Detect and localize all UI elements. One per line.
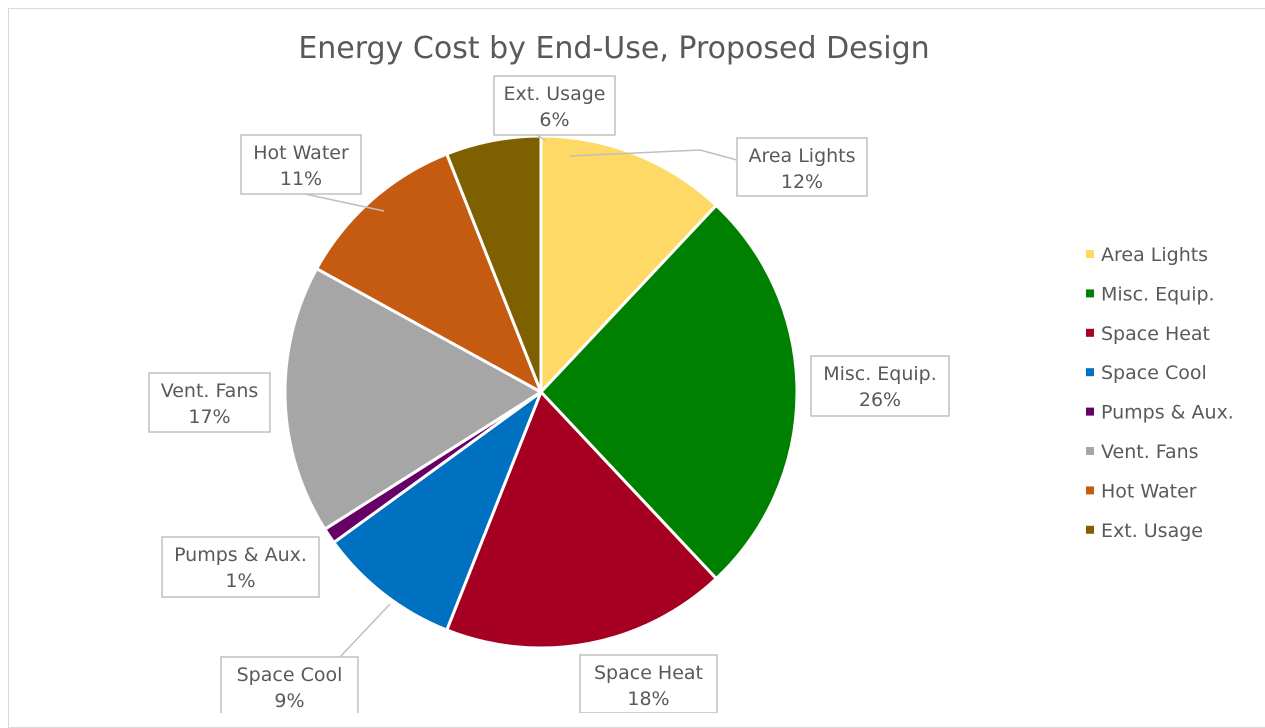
data-label-box — [148, 372, 271, 433]
legend-swatch — [1086, 250, 1094, 258]
legend-swatch — [1086, 447, 1094, 455]
data-label: Misc. Equip. 26% — [810, 355, 950, 417]
legend-label: Space Cool — [1101, 362, 1207, 384]
legend-item: Pumps & Aux. — [1086, 402, 1234, 424]
data-label: Space Cool 9% — [220, 656, 359, 713]
pie-chart: Energy Cost by End-Use, Proposed Design … — [148, 31, 1234, 713]
data-label-value: 9% — [274, 690, 304, 712]
legend-item: Hot Water — [1086, 480, 1197, 502]
legend-swatch — [1086, 407, 1094, 416]
data-label-category: Area Lights — [748, 145, 855, 167]
legend-label: Vent. Fans — [1101, 441, 1199, 463]
pie-slice-space-heat — [445, 390, 718, 650]
leader-line — [304, 193, 385, 212]
data-label-box — [810, 355, 950, 417]
data-label-category: Hot Water — [253, 142, 349, 164]
leader-line — [536, 134, 546, 141]
legend-item: Space Heat — [1086, 323, 1210, 345]
legend-label: Pumps & Aux. — [1101, 402, 1234, 424]
legend-swatch — [1086, 328, 1094, 337]
legend-item: Space Cool — [1086, 362, 1207, 384]
legend-label: Misc. Equip. — [1101, 283, 1215, 305]
legend-swatch — [1086, 289, 1094, 298]
data-label-box — [220, 656, 359, 713]
data-label-box — [493, 75, 616, 136]
pie-slice-hot-water — [315, 152, 543, 394]
legend-item: Vent. Fans — [1086, 441, 1199, 463]
legend-item: Ext. Usage — [1086, 520, 1203, 542]
chart-title: Energy Cost by End-Use, Proposed Design — [298, 31, 929, 66]
legend-swatch — [1086, 368, 1094, 377]
data-label-box — [161, 536, 320, 598]
legend-item: Area Lights — [1086, 244, 1208, 266]
data-label-value: 11% — [280, 168, 322, 190]
data-label-value: 26% — [859, 389, 901, 411]
data-label-category: Vent. Fans — [161, 380, 259, 402]
legend-label: Ext. Usage — [1101, 520, 1203, 542]
pie-slice-space-cool — [332, 390, 543, 632]
pie-slice-vent-fans — [283, 267, 543, 531]
data-label-box — [579, 654, 718, 713]
data-label-value: 17% — [188, 406, 230, 428]
data-label-category: Misc. Equip. — [823, 363, 937, 385]
data-label-category: Pumps & Aux. — [174, 544, 307, 566]
data-label-box — [240, 134, 362, 195]
data-label: Pumps & Aux. 1% — [161, 536, 320, 598]
data-label-value: 1% — [225, 570, 255, 592]
data-label: Vent. Fans 17% — [148, 372, 271, 433]
data-label: Hot Water 11% — [240, 134, 362, 195]
data-label-value: 18% — [627, 688, 669, 710]
data-label-box — [736, 137, 868, 197]
data-label: Space Heat 18% — [579, 654, 718, 713]
legend-item: Misc. Equip. — [1086, 283, 1215, 305]
legend-swatch — [1086, 525, 1094, 534]
data-label-category: Space Cool — [237, 664, 343, 686]
data-label-value: 6% — [539, 109, 569, 131]
pie-slice-misc-equip — [539, 203, 799, 581]
legend-swatch — [1086, 486, 1094, 495]
leader-line — [569, 149, 738, 161]
data-label-category: Space Heat — [594, 662, 703, 684]
pie-slices — [283, 134, 799, 650]
data-labels: Area Lights 12% Misc. Equip. 26% Space Heat 1… — [148, 75, 950, 713]
data-label: Area Lights 12% — [736, 137, 868, 197]
legend-label: Space Heat — [1101, 323, 1210, 345]
leader-line — [339, 603, 391, 658]
legend-label: Area Lights — [1101, 244, 1208, 266]
data-label-category: Ext. Usage — [504, 83, 606, 105]
pie-slice-ext-usage — [445, 134, 543, 394]
data-label: Ext. Usage 6% — [493, 75, 616, 136]
legend: Area Lights Misc. Equip. Space Heat Space C… — [1086, 244, 1234, 542]
data-label-value: 12% — [781, 171, 823, 193]
pie-slice-area-lights — [539, 134, 718, 394]
legend-label: Hot Water — [1101, 480, 1197, 502]
